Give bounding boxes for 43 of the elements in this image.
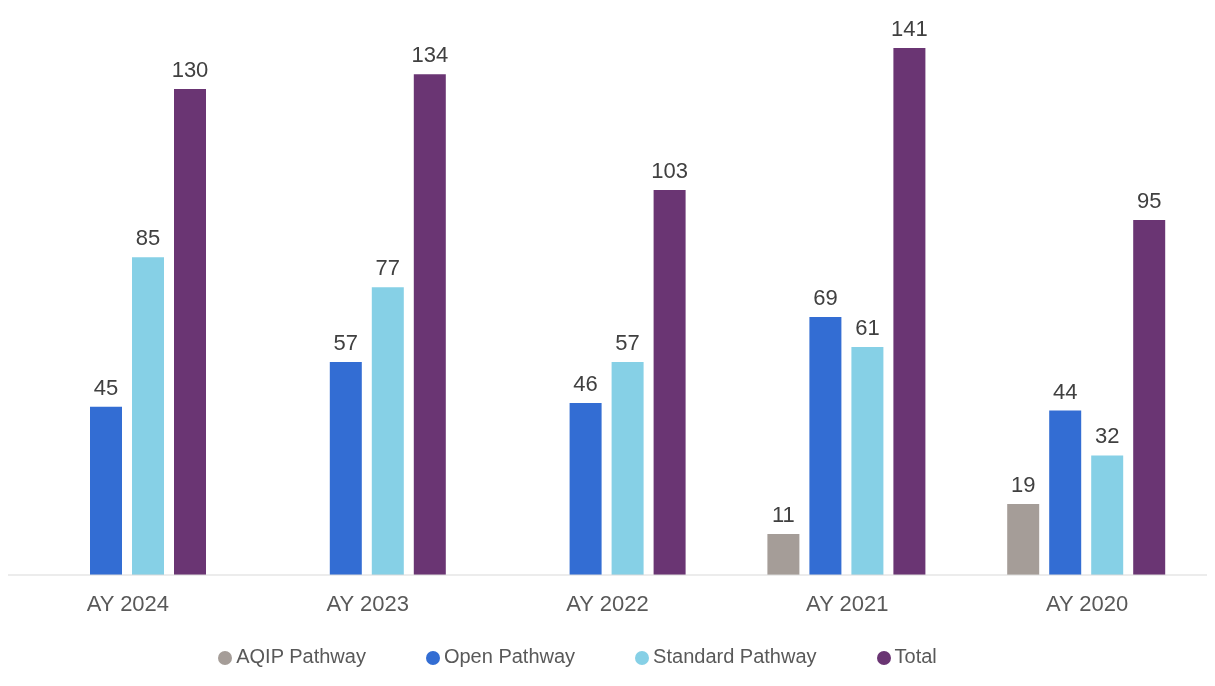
data-label: 61: [855, 315, 880, 341]
bar: [1007, 503, 1040, 575]
data-label: 57: [615, 329, 640, 355]
bar: [653, 190, 686, 575]
legend-label: AQIP Pathway: [236, 645, 366, 667]
x-tick-label: AY 2024: [86, 590, 170, 616]
x-tick-label: AY 2022: [566, 590, 649, 616]
x-tick-label: AY 2020: [1045, 590, 1129, 616]
legend-label: Open Pathway: [443, 645, 576, 667]
data-label: 134: [411, 42, 449, 68]
bar: [174, 89, 206, 575]
legend-label: Total: [894, 645, 937, 667]
data-label: 77: [375, 255, 401, 281]
x-tick-label: AY 2023: [326, 590, 409, 616]
bar: [851, 347, 884, 575]
legend-label: Standard Pathway: [653, 645, 817, 667]
bar: [611, 361, 644, 575]
data-label: 46: [573, 371, 598, 397]
data-label: 11: [771, 501, 795, 527]
bar: [767, 533, 800, 575]
data-label: 141: [891, 16, 928, 41]
data-label: 44: [1052, 378, 1078, 404]
data-label: 57: [333, 329, 359, 355]
bar: [1049, 410, 1082, 575]
bar: [132, 257, 164, 575]
data-label: 103: [651, 158, 688, 184]
bar: [413, 74, 446, 575]
data-label: 32: [1094, 423, 1120, 449]
bar: [90, 406, 122, 575]
bar: [893, 48, 926, 575]
bar: [371, 287, 404, 575]
x-tick-label: AY 2021: [806, 590, 889, 616]
data-label: 85: [135, 225, 161, 251]
data-label: 19: [1010, 471, 1036, 497]
bar: [329, 361, 362, 575]
data-label: 69: [813, 285, 838, 311]
data-label: 95: [1136, 187, 1162, 213]
data-label: 130: [171, 57, 209, 83]
bar: [1133, 219, 1166, 575]
bar: [569, 403, 602, 575]
bar: [1091, 455, 1124, 575]
data-label: 45: [93, 374, 119, 400]
bar: [809, 317, 842, 575]
